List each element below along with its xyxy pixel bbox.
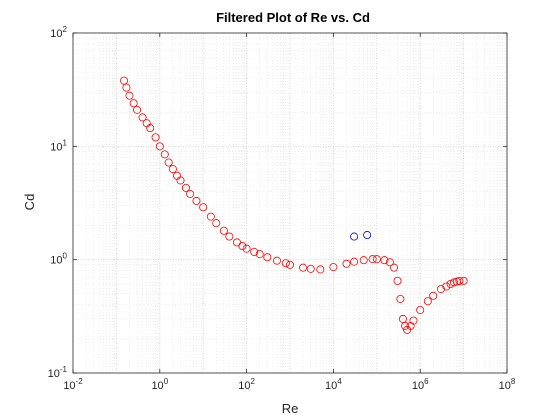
data-point <box>359 256 368 265</box>
x-tick-label: 108 <box>499 377 516 392</box>
x-tick-label: 10-2 <box>63 377 83 392</box>
data-point <box>164 158 173 167</box>
y-tick-label: 100 <box>50 252 67 267</box>
x-tick-label: 106 <box>412 377 429 392</box>
x-tick-label: 100 <box>151 377 168 392</box>
data-point <box>133 105 142 114</box>
data-point <box>329 263 338 272</box>
data-point <box>186 189 195 198</box>
data-point <box>122 83 131 92</box>
data-point <box>250 247 259 256</box>
data-point <box>416 305 425 314</box>
data-point <box>459 276 468 285</box>
data-point <box>396 294 405 303</box>
data-point <box>255 250 264 259</box>
data-point <box>316 265 325 274</box>
data-point <box>238 242 247 251</box>
data-point <box>232 238 241 247</box>
data-point <box>242 244 251 253</box>
y-tick-label: 102 <box>50 25 67 40</box>
data-point <box>429 291 438 300</box>
data-point <box>449 278 458 287</box>
data-point <box>155 142 164 151</box>
data-point <box>176 176 185 185</box>
data-point <box>263 253 272 262</box>
data-point <box>455 276 464 285</box>
x-tick-label: 102 <box>238 377 255 392</box>
data-point <box>151 133 160 142</box>
data-point <box>272 256 281 265</box>
data-point <box>199 203 208 212</box>
data-point <box>138 113 147 122</box>
data-point <box>125 91 134 100</box>
data-point <box>385 258 394 267</box>
y-axis-label: Cd <box>22 194 37 211</box>
data-point <box>129 99 138 108</box>
data-point <box>401 321 410 330</box>
data-point <box>398 314 407 323</box>
data-point <box>285 260 294 269</box>
data-point <box>299 263 308 272</box>
data-point <box>146 124 155 133</box>
data-point <box>225 232 234 241</box>
data-point <box>212 219 221 228</box>
data-point <box>281 259 290 268</box>
x-axis-label: Re <box>282 401 299 416</box>
chart-title: Filtered Plot of Re vs. Cd <box>216 10 370 25</box>
x-tick-label: 104 <box>325 377 342 392</box>
data-point <box>350 232 359 241</box>
axes-box <box>72 32 508 374</box>
data-point <box>393 276 402 285</box>
data-point <box>372 255 381 264</box>
y-tick-label: 10-1 <box>48 365 68 380</box>
data-point <box>390 263 399 272</box>
data-point <box>206 212 215 221</box>
data-point <box>442 282 451 291</box>
data-point <box>181 183 190 192</box>
data-point <box>219 226 228 235</box>
data-point <box>350 257 359 266</box>
data-point <box>368 255 377 264</box>
data-point <box>363 231 372 240</box>
data-point <box>160 150 169 159</box>
data-point <box>306 264 315 273</box>
data-point <box>436 285 445 294</box>
data-point <box>380 256 389 265</box>
data-point <box>342 259 351 268</box>
data-point <box>423 297 432 306</box>
plot-area: 10-2 100 102 104 106 108 10-1 100 101 102 <box>48 25 516 392</box>
data-point <box>409 316 418 325</box>
data-point <box>168 165 177 174</box>
data-point <box>120 76 129 85</box>
y-tick-label: 101 <box>50 138 67 153</box>
data-point <box>192 196 201 205</box>
